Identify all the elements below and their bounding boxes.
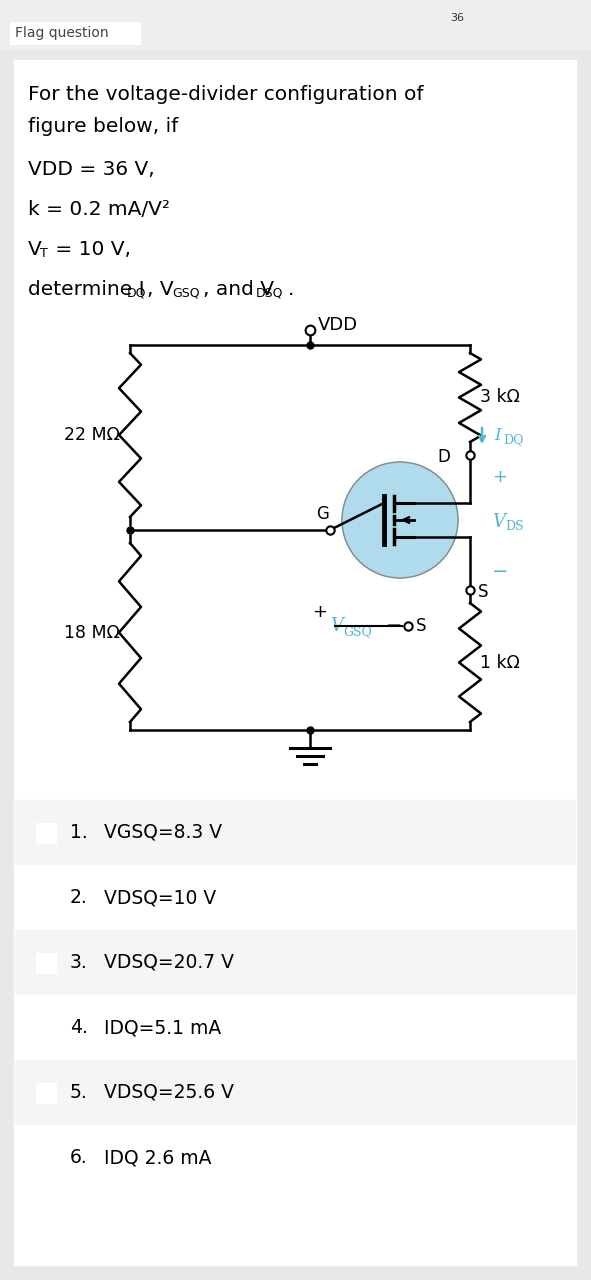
Text: Flag question: Flag question bbox=[15, 26, 109, 40]
Bar bbox=[36, 1018, 56, 1038]
Text: V: V bbox=[330, 617, 343, 635]
Text: +: + bbox=[492, 468, 507, 486]
Text: S: S bbox=[416, 617, 427, 635]
Text: 3 kΩ: 3 kΩ bbox=[480, 389, 520, 407]
Text: 4.: 4. bbox=[70, 1018, 88, 1037]
Text: D: D bbox=[437, 448, 450, 466]
Text: DQ: DQ bbox=[503, 434, 524, 447]
Text: V: V bbox=[492, 513, 505, 531]
Text: k = 0.2 mA/V²: k = 0.2 mA/V² bbox=[28, 200, 170, 219]
Text: DS: DS bbox=[505, 521, 524, 534]
Text: −: − bbox=[386, 617, 402, 635]
Text: 1.: 1. bbox=[70, 823, 87, 842]
Text: T: T bbox=[40, 247, 48, 260]
Text: +: + bbox=[312, 603, 327, 621]
Text: 3.: 3. bbox=[70, 954, 87, 972]
Bar bbox=[36, 887, 56, 908]
Text: VDSQ=10 V: VDSQ=10 V bbox=[104, 888, 216, 908]
Bar bbox=[10, 22, 140, 44]
Text: 6.: 6. bbox=[70, 1148, 87, 1167]
Text: IDQ=5.1 mA: IDQ=5.1 mA bbox=[104, 1018, 221, 1037]
Text: 22 MΩ: 22 MΩ bbox=[64, 426, 120, 444]
Bar bbox=[0, 0, 591, 50]
Bar bbox=[36, 952, 56, 973]
Text: VDD: VDD bbox=[318, 316, 358, 334]
Text: , V: , V bbox=[147, 280, 174, 300]
Text: .: . bbox=[288, 280, 294, 300]
Text: S: S bbox=[478, 582, 489, 602]
Text: 2.: 2. bbox=[70, 888, 87, 908]
Text: For the voltage-divider configuration of: For the voltage-divider configuration of bbox=[28, 84, 424, 104]
Bar bbox=[15, 1060, 575, 1125]
Bar bbox=[15, 865, 575, 931]
Text: determine I: determine I bbox=[28, 280, 145, 300]
Text: figure below, if: figure below, if bbox=[28, 116, 178, 136]
Text: V: V bbox=[28, 241, 42, 259]
Bar bbox=[15, 1125, 575, 1190]
Bar bbox=[15, 800, 575, 865]
Text: 36: 36 bbox=[450, 13, 464, 23]
Text: I: I bbox=[494, 428, 501, 444]
Text: VDSQ=20.7 V: VDSQ=20.7 V bbox=[104, 954, 234, 972]
Text: −: − bbox=[492, 562, 508, 581]
Text: VGSQ=8.3 V: VGSQ=8.3 V bbox=[104, 823, 222, 842]
Text: DQ: DQ bbox=[127, 287, 147, 300]
Text: , and V: , and V bbox=[203, 280, 274, 300]
Text: 18 MΩ: 18 MΩ bbox=[64, 623, 120, 641]
Bar bbox=[36, 823, 56, 842]
Text: DSQ: DSQ bbox=[256, 287, 284, 300]
Bar bbox=[15, 931, 575, 995]
Text: VDSQ=25.6 V: VDSQ=25.6 V bbox=[104, 1083, 234, 1102]
Bar bbox=[36, 1147, 56, 1167]
Bar bbox=[15, 995, 575, 1060]
Circle shape bbox=[342, 462, 458, 579]
Text: IDQ 2.6 mA: IDQ 2.6 mA bbox=[104, 1148, 212, 1167]
Text: GSQ: GSQ bbox=[343, 626, 372, 639]
Text: G: G bbox=[316, 506, 329, 524]
Text: VDD = 36 V,: VDD = 36 V, bbox=[28, 160, 155, 179]
Text: 5.: 5. bbox=[70, 1083, 87, 1102]
Text: 1 kΩ: 1 kΩ bbox=[480, 654, 520, 672]
Text: GSQ: GSQ bbox=[172, 287, 200, 300]
Bar bbox=[36, 1083, 56, 1102]
Text: = 10 V,: = 10 V, bbox=[49, 241, 131, 259]
